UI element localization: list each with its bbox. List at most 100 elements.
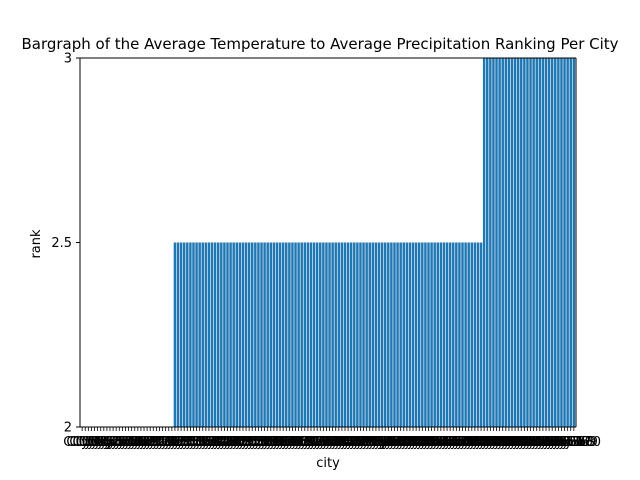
x-tick-label: City 57: [232, 435, 278, 450]
x-tick-label: City 153: [525, 435, 579, 450]
bar: [566, 58, 569, 427]
bar: [210, 242, 214, 427]
x-tick-label: City 131: [457, 435, 511, 450]
bar: [220, 242, 223, 427]
x-tick-label: City 18: [112, 435, 158, 450]
bar: [411, 242, 415, 427]
x-tick-label: City 151: [519, 435, 573, 450]
x-tick-label: City 88: [328, 435, 374, 450]
bar: [300, 242, 303, 427]
bar: [513, 58, 517, 427]
x-tick-label: City 36: [167, 435, 213, 450]
x-tick-label: City 39: [177, 435, 223, 450]
x-tick-label: City 83: [313, 435, 359, 450]
x-tick-label: City 49: [208, 435, 254, 450]
bar: [371, 242, 375, 427]
x-tick-label: City 59: [238, 435, 284, 450]
bar: [229, 242, 232, 427]
bar: [498, 58, 501, 427]
bar: [408, 242, 412, 427]
x-tick-label: City 139: [482, 435, 536, 450]
x-tick-label: City 133: [463, 435, 517, 450]
bar: [275, 242, 279, 427]
x-tick-label: City 68: [266, 435, 312, 450]
x-tick-label: City 23: [127, 435, 173, 450]
x-tick-label: City 91: [337, 435, 383, 450]
chart-title: Bargraph of the Average Temperature to A…: [21, 35, 618, 53]
x-tick-label: City 25: [133, 435, 179, 450]
bar: [396, 242, 399, 427]
x-tick-label: City 113: [401, 435, 455, 450]
bar: [207, 242, 211, 427]
x-tick-label: City 84: [316, 435, 362, 450]
bar: [532, 58, 535, 427]
x-tick-label: City 14: [99, 435, 145, 450]
x-tick-label: City 121: [426, 435, 480, 450]
x-tick-label: City 101: [364, 435, 418, 450]
x-tick-label: City 81: [306, 435, 352, 450]
bar: [189, 242, 192, 427]
x-tick-label: City 9: [88, 435, 126, 450]
x-tick-label: City 7: [82, 435, 120, 450]
bar: [541, 58, 545, 427]
x-tick-label: City 15: [102, 435, 148, 450]
x-tick-label: City 82: [310, 435, 356, 450]
bar: [393, 242, 396, 427]
x-tick-label: City 43: [189, 435, 235, 450]
x-tick-label: City 132: [460, 435, 514, 450]
bar: [198, 242, 201, 427]
bar: [285, 242, 288, 427]
x-tick-label: City 150: [516, 435, 570, 450]
x-tick-label: City 35: [164, 435, 210, 450]
bar: [445, 242, 449, 427]
x-tick-label: City 69: [269, 435, 315, 450]
x-tick-label: City 54: [223, 435, 269, 450]
bar: [557, 58, 560, 427]
x-tick-label: City 114: [404, 435, 458, 450]
x-tick-label: City 12: [93, 435, 139, 450]
x-tick-label: City 17: [109, 435, 155, 450]
bar: [297, 242, 300, 427]
x-tick-label: City 63: [251, 435, 297, 450]
bar: [176, 242, 180, 427]
x-tick-label: City 124: [435, 435, 489, 450]
x-tick-label: City 42: [186, 435, 232, 450]
x-tick-label: City 118: [417, 435, 471, 450]
x-tick-label: City 154: [528, 435, 582, 450]
bar: [343, 242, 347, 427]
bar: [470, 242, 474, 427]
x-tick-label: City 120: [423, 435, 477, 450]
x-tick-label: City 147: [506, 435, 560, 450]
bar: [186, 242, 189, 427]
x-tick-label: City 31: [152, 435, 198, 450]
x-tick-label: City 33: [158, 435, 204, 450]
x-tick-label: City 19: [115, 435, 161, 450]
x-tick-label: City 45: [195, 435, 241, 450]
bar: [272, 242, 276, 427]
bar: [309, 242, 313, 427]
bar: [294, 242, 297, 427]
x-tick-label: City 55: [226, 435, 272, 450]
x-tick-label: City 115: [407, 435, 461, 450]
bar: [507, 58, 511, 427]
x-tick-label: City 21: [121, 435, 167, 450]
x-tick-label: City 22: [124, 435, 170, 450]
bar: [560, 58, 563, 427]
bar: [232, 242, 235, 427]
bar: [405, 242, 409, 427]
x-tick-label: City 30: [149, 435, 195, 450]
x-tick-label: City 46: [198, 435, 244, 450]
x-tick-label: City 128: [448, 435, 502, 450]
bar: [547, 58, 551, 427]
x-tick-label: City 40: [180, 435, 226, 450]
x-tick-label: City 4: [72, 435, 110, 450]
y-tick-label: 2.5: [51, 236, 72, 251]
bar: [402, 242, 405, 427]
x-tick-label: City 24: [130, 435, 176, 450]
x-tick-label: City 106: [380, 435, 434, 450]
bar: [269, 242, 273, 427]
x-tick-label: City 74: [285, 435, 331, 450]
bar: [179, 242, 183, 427]
x-tick-label: City 140: [485, 435, 539, 450]
